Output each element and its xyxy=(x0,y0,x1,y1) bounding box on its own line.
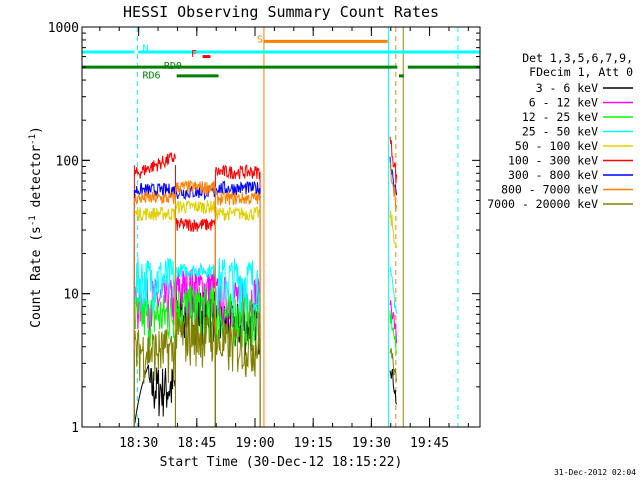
series-segment xyxy=(214,164,261,180)
legend-label: 25 - 50 keV xyxy=(522,125,598,139)
series-segment xyxy=(214,257,261,313)
flag-label-rd0: RD0 xyxy=(164,61,182,72)
footer-timestamp: 31-Dec-2012 02:04 xyxy=(554,468,636,477)
flag-label-f: F xyxy=(191,49,197,60)
series-spike xyxy=(389,162,398,211)
series-spike xyxy=(389,300,398,344)
series-segment xyxy=(175,312,216,368)
y-tick-label: 10 xyxy=(63,288,79,303)
series-segment xyxy=(133,329,176,384)
x-tick-label: 19:45 xyxy=(410,436,449,451)
x-tick-label: 19:00 xyxy=(235,436,274,451)
series-segment xyxy=(133,190,176,205)
x-tick-label: 18:45 xyxy=(177,436,216,451)
legend-label: 3 - 6 keV xyxy=(536,81,598,95)
x-axis-label: Start Time (30-Dec-12 18:15:22) xyxy=(160,455,403,470)
series-segment xyxy=(133,364,176,425)
series-spike xyxy=(389,266,398,314)
chart-title: HESSI Observing Summary Count Rates xyxy=(123,3,439,21)
series-spike xyxy=(389,368,398,405)
series-spike xyxy=(389,210,398,248)
flag-label-s: S xyxy=(257,34,263,45)
legend-label: 100 - 300 keV xyxy=(508,154,598,168)
legend-label: 50 - 100 keV xyxy=(515,139,598,153)
legend-label: 300 - 800 keV xyxy=(508,168,598,182)
series-segment xyxy=(215,190,261,206)
series-segment xyxy=(133,257,176,314)
series-segment xyxy=(214,206,261,222)
legend-header: Det 1,3,5,6,7,9, xyxy=(522,51,633,65)
legend-label: 6 - 12 keV xyxy=(529,96,598,110)
series-segment xyxy=(133,151,176,179)
legend-header: FDecim 1, Att 0 xyxy=(529,65,633,79)
series-segment xyxy=(175,268,216,323)
legend-label: 800 - 7000 keV xyxy=(501,183,598,197)
y-tick-label: 100 xyxy=(56,154,79,169)
series-segment xyxy=(175,200,216,215)
series-segment xyxy=(214,322,261,378)
y-tick-label: 1000 xyxy=(48,21,79,36)
series-spike xyxy=(389,136,398,184)
series-segment xyxy=(175,179,216,196)
legend-label: 7000 - 20000 keV xyxy=(487,197,598,211)
y-axis-label: Count Rate (s-1 detector-1) xyxy=(28,126,44,328)
flag-label-rd6: RD6 xyxy=(143,71,161,82)
series-7000-20000kev xyxy=(133,312,398,427)
legend-label: 12 - 25 keV xyxy=(522,110,598,124)
flag-label-n: N xyxy=(143,44,149,55)
x-tick-label: 19:15 xyxy=(294,436,333,451)
x-tick-label: 18:30 xyxy=(119,436,158,451)
series-segment xyxy=(133,182,176,200)
series-segment xyxy=(175,262,216,278)
plot-frame xyxy=(81,26,481,428)
series-segment xyxy=(175,217,216,232)
series-spike xyxy=(389,348,398,382)
series-spike xyxy=(389,310,398,354)
series-segment xyxy=(175,185,216,201)
y-tick-label: 1 xyxy=(71,421,79,436)
x-tick-label: 19:30 xyxy=(352,436,391,451)
series-segment xyxy=(214,180,261,196)
series-segment xyxy=(133,206,176,222)
